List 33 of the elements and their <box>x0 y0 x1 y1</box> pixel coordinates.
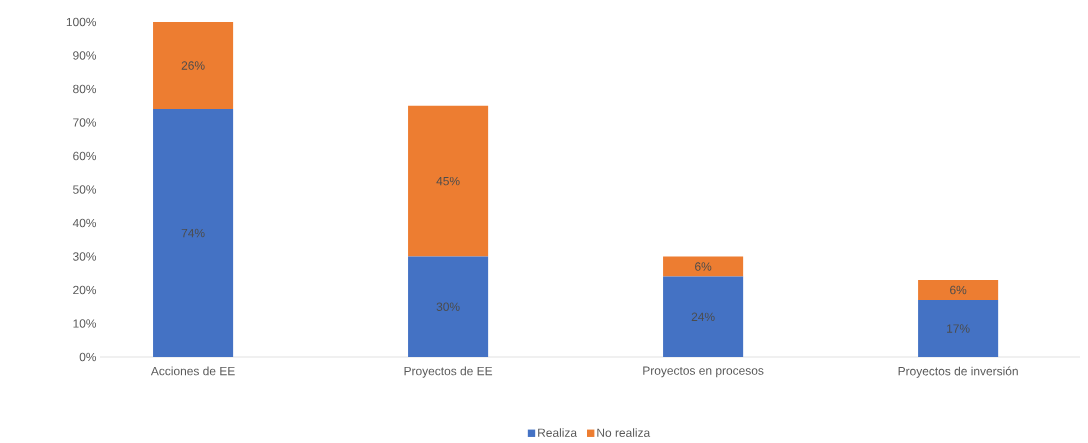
bar <box>408 105 489 257</box>
x-tick-label: Proyectos de EE <box>404 366 493 378</box>
y-tick-label: 70% <box>73 118 97 127</box>
y-tick-label: 10% <box>73 319 97 328</box>
x-tick-label: Proyectos de inversión <box>898 366 1018 378</box>
data-label: 26% <box>181 61 205 70</box>
bar <box>663 256 744 277</box>
data-label: 6% <box>950 285 967 295</box>
data-label: 17% <box>947 324 970 333</box>
data-label: 30% <box>436 302 460 311</box>
y-tick-label: 90% <box>73 51 97 60</box>
legend-label: No realiza <box>597 428 651 437</box>
legend-label: Realiza <box>538 428 578 437</box>
y-tick-label: 30% <box>73 252 97 261</box>
bar <box>918 300 999 357</box>
y-tick-label: 60% <box>73 151 97 161</box>
bar <box>153 109 234 357</box>
data-label: 74% <box>181 228 205 238</box>
y-tick-label: 50% <box>73 185 97 194</box>
bar <box>918 279 999 301</box>
y-tick-label: 80% <box>73 84 97 94</box>
bar <box>663 276 744 357</box>
data-label: 24% <box>691 312 715 321</box>
bar <box>408 256 489 357</box>
y-tick-label: 40% <box>72 218 97 228</box>
bar <box>153 22 234 110</box>
y-tick-label: 100% <box>66 17 97 27</box>
data-label: 6% <box>695 262 712 271</box>
x-tick-label: Acciones de EE <box>150 366 235 376</box>
x-tick-label: Proyectos en procesos <box>643 366 764 378</box>
y-tick-label: 20% <box>73 285 97 295</box>
data-label: 45% <box>436 176 460 186</box>
y-tick-label: 0% <box>79 352 97 362</box>
